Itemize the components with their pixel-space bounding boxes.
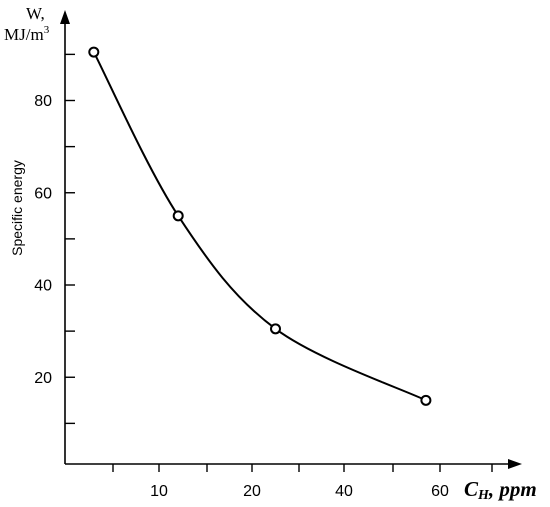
x-axis-title-main: C [464,477,479,501]
x-axis-arrow [508,459,522,469]
y-unit-base: MJ/m [4,25,44,44]
x-axis-title: CH, ppm [464,477,537,503]
x-tick-label: 40 [335,483,353,500]
y-tick-label: 40 [34,278,52,295]
x-axis-title-subscript: H [477,488,490,503]
y-unit-line2: MJ/m3 [4,24,50,44]
y-unit-superscript: 3 [44,24,50,36]
data-point [270,323,281,335]
series-markers [88,46,432,406]
tick-labels: 10 20 40 60 20 40 60 80 [34,93,449,500]
y-axis-arrow [60,10,70,24]
x-tick-label: 20 [243,483,261,500]
y-tick-label: 20 [34,370,52,387]
ticks [65,53,493,472]
y-unit-line1: W, [26,4,45,23]
data-point [172,210,184,222]
data-point [88,46,100,58]
x-tick-label: 10 [150,483,168,500]
x-axis-title-rest: , ppm [488,477,537,501]
data-point [420,394,432,406]
y-tick-label: 60 [34,185,52,202]
series-curve [92,51,427,402]
x-tick-label: 60 [431,483,449,500]
y-axis-title: Specific energy [9,160,25,256]
y-tick-label: 80 [34,93,52,110]
